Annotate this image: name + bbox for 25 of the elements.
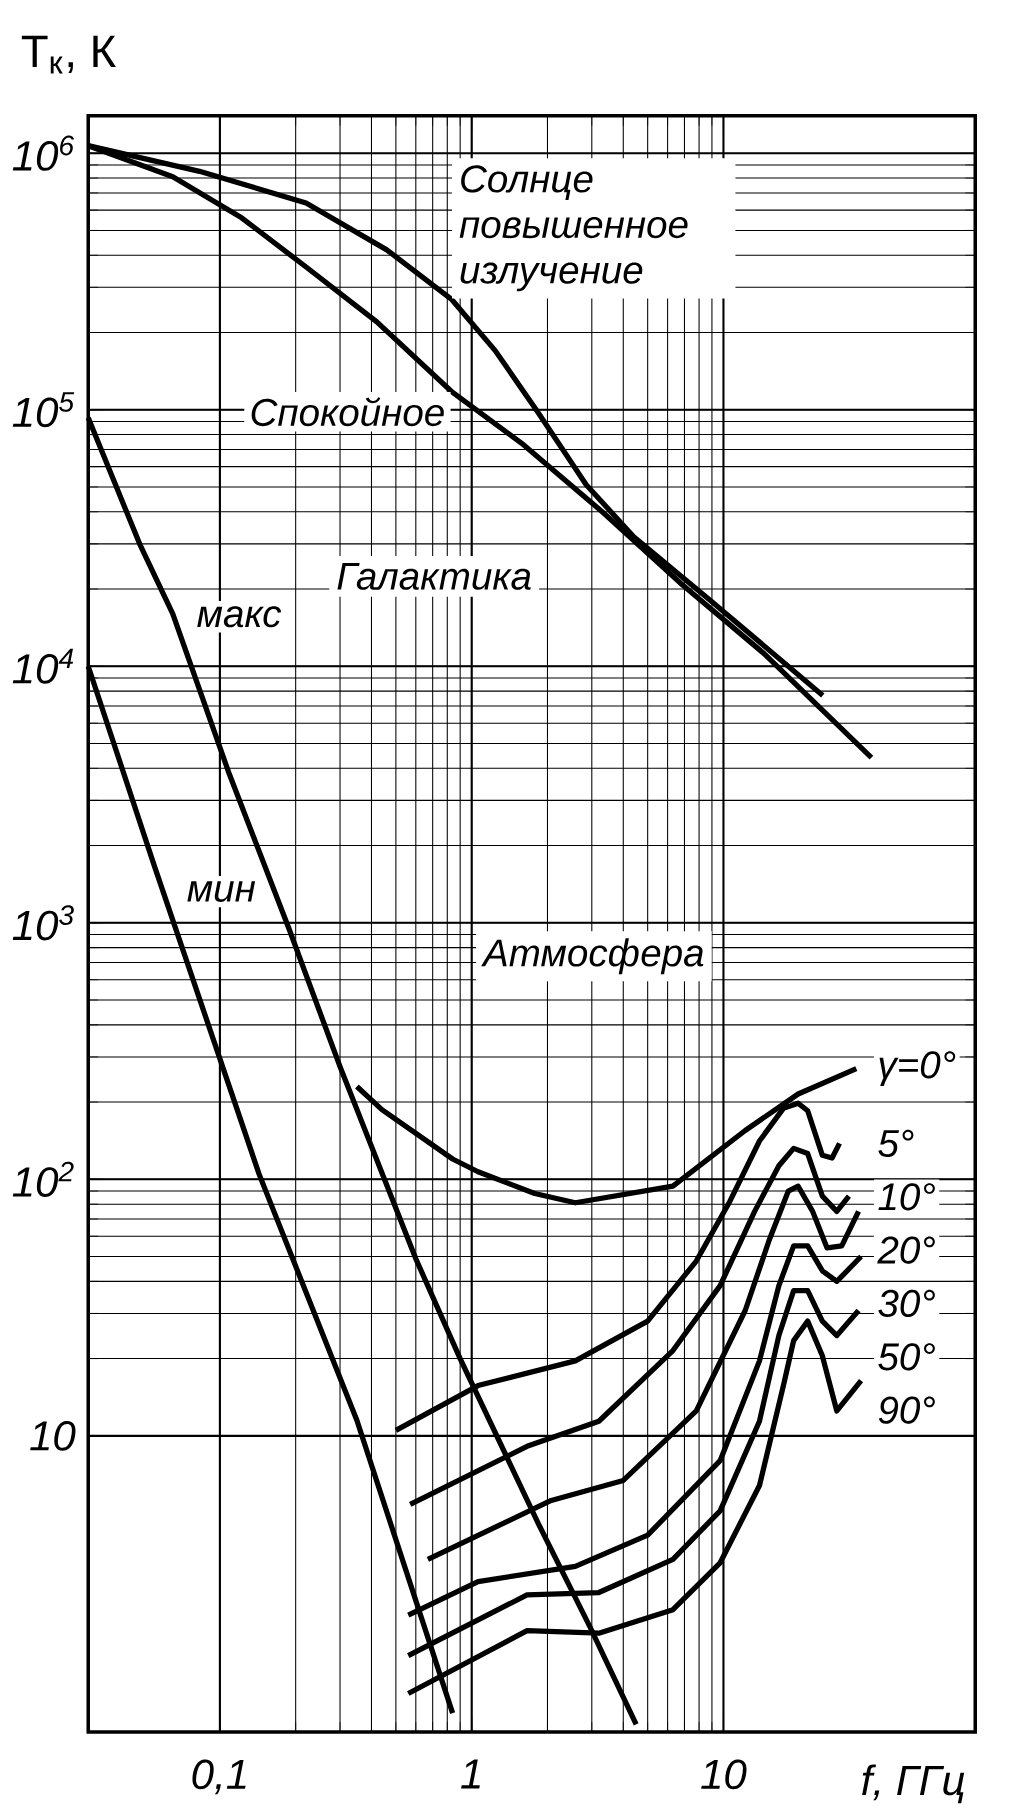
series-label: мин bbox=[187, 881, 256, 902]
x-tick-label: 1 bbox=[461, 1759, 480, 1789]
legend-label: γ=0° bbox=[879, 1051, 956, 1087]
y-tick-label: 10 bbox=[30, 1420, 76, 1451]
series-label: макс bbox=[197, 606, 282, 628]
series-label: повышенное излучение bbox=[459, 217, 688, 292]
annotation: Солнце bbox=[461, 165, 593, 200]
x-tick-label: 10 bbox=[701, 1759, 747, 1790]
y-tick-label: 10$^{3}$ bbox=[12, 905, 74, 941]
legend-label: 30° bbox=[878, 1289, 935, 1318]
series-label: Спокойное bbox=[251, 397, 444, 427]
legend-label: 20° bbox=[877, 1236, 935, 1264]
y-tick-label: 10$^{6}$ bbox=[12, 135, 75, 171]
annotation: Галактика bbox=[337, 562, 531, 590]
x-axis-title: f, ГГц bbox=[862, 1764, 965, 1804]
y-tick-label: 10$^{4}$ bbox=[12, 648, 73, 684]
y-tick-label: 10$^{2}$ bbox=[12, 1161, 74, 1197]
series-label: 5° bbox=[878, 1129, 914, 1158]
x-tick-label: 0,1 bbox=[192, 1759, 246, 1795]
series-label: 90° bbox=[878, 1396, 935, 1424]
legend-label: 10° bbox=[878, 1183, 935, 1211]
annotation: Атмосфера bbox=[481, 938, 704, 975]
y-axis-title: T$_{к}$, К bbox=[21, 35, 116, 74]
y-tick-label: 10$^{5}$ bbox=[12, 392, 75, 428]
legend-label: 50° bbox=[878, 1343, 935, 1371]
